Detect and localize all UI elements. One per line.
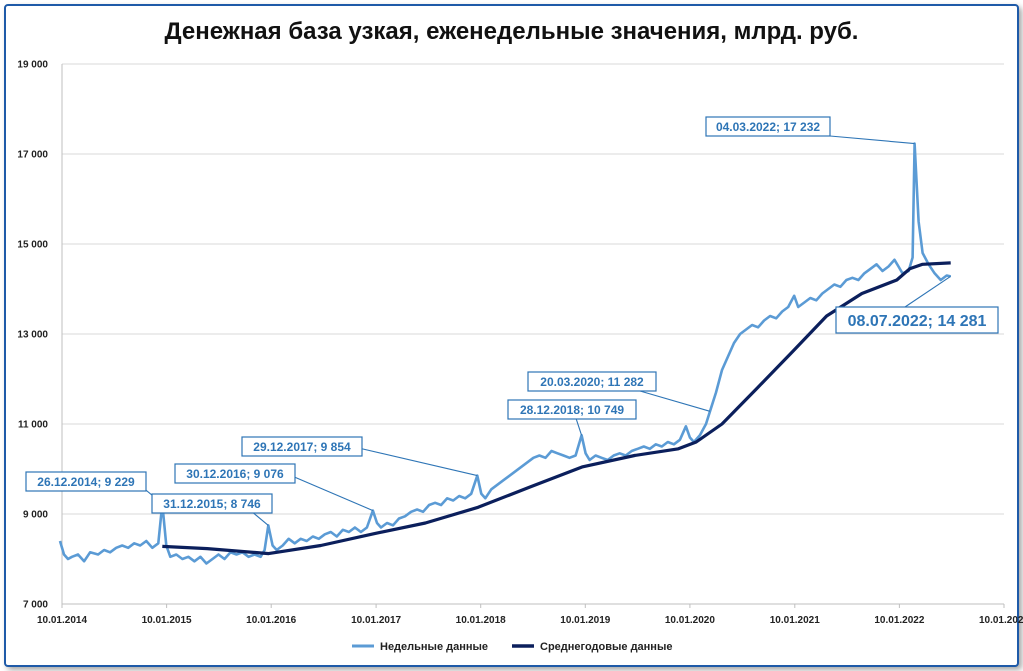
series-lines xyxy=(58,142,951,565)
y-tick-label: 9 000 xyxy=(23,510,48,521)
legend: Недельные данные Среднегодовые данные xyxy=(352,641,672,653)
annotation-box xyxy=(705,116,831,137)
legend-label: Недельные данные xyxy=(380,641,488,653)
annotation-label: 08.07.2022; 14 281 xyxy=(848,313,987,330)
annotation-box xyxy=(151,493,273,514)
y-axis: 7 000 9 000 11 000 13 000 15 000 17 000 19 000 xyxy=(17,60,63,611)
x-tick-label: 10.01.2018 xyxy=(456,615,506,626)
x-tick-label: 10.01.2022 xyxy=(874,615,924,626)
annotation-leader xyxy=(904,275,952,308)
annotation-label: 30.12.2016; 9 076 xyxy=(186,467,284,481)
series-line-weekly xyxy=(58,142,951,565)
x-tick-label: 10.01.2023 xyxy=(979,615,1023,626)
x-tick-label: 10.01.2014 xyxy=(37,615,87,626)
y-tick-label: 17 000 xyxy=(17,150,48,161)
annotation-leader xyxy=(284,472,374,512)
x-axis: 10.01.2014 10.01.2015 10.01.2016 10.01.2017… xyxy=(37,603,1023,626)
annotation-box xyxy=(835,306,999,334)
annotations: 26.12.2014; 9 229 31.12.2015; 8 746 30.12.… xyxy=(25,116,999,526)
legend-label: Среднегодовые данные xyxy=(540,641,672,653)
annotation-leader xyxy=(349,445,478,477)
annotation-box xyxy=(241,436,363,457)
annotation-box xyxy=(174,463,296,484)
series-line-yearly-average xyxy=(162,261,951,556)
y-tick-label: 11 000 xyxy=(18,420,48,431)
annotation-box xyxy=(507,399,637,420)
annotation-label: 29.12.2017; 9 854 xyxy=(253,440,351,454)
y-tick-label: 15 000 xyxy=(17,240,48,251)
x-tick-label: 10.01.2015 xyxy=(142,615,192,626)
x-tick-label: 10.01.2017 xyxy=(351,615,401,626)
y-tick-label: 19 000 xyxy=(17,60,48,71)
x-tick-label: 10.01.2019 xyxy=(560,615,610,626)
annotation-box xyxy=(25,471,147,492)
annotation-leader xyxy=(829,135,915,145)
grid-lines xyxy=(62,63,1004,515)
annotation-label: 20.03.2020; 11 282 xyxy=(540,375,644,389)
x-tick-label: 10.01.2020 xyxy=(665,615,715,626)
annotation-leader xyxy=(639,390,711,412)
y-tick-label: 7 000 xyxy=(23,600,48,611)
chart-title: Денежная база узкая, еженедельные значен… xyxy=(164,18,859,45)
y-tick-label: 13 000 xyxy=(17,330,48,341)
annotation-label: 26.12.2014; 9 229 xyxy=(37,475,135,489)
annotation-label: 31.12.2015; 8 746 xyxy=(163,497,261,511)
annotation-box xyxy=(527,371,657,392)
annotation-label: 28.12.2018; 10 749 xyxy=(520,403,624,417)
x-tick-label: 10.01.2016 xyxy=(246,615,296,626)
annotation-label: 04.03.2022; 17 232 xyxy=(716,120,820,134)
x-tick-label: 10.01.2021 xyxy=(770,615,820,626)
